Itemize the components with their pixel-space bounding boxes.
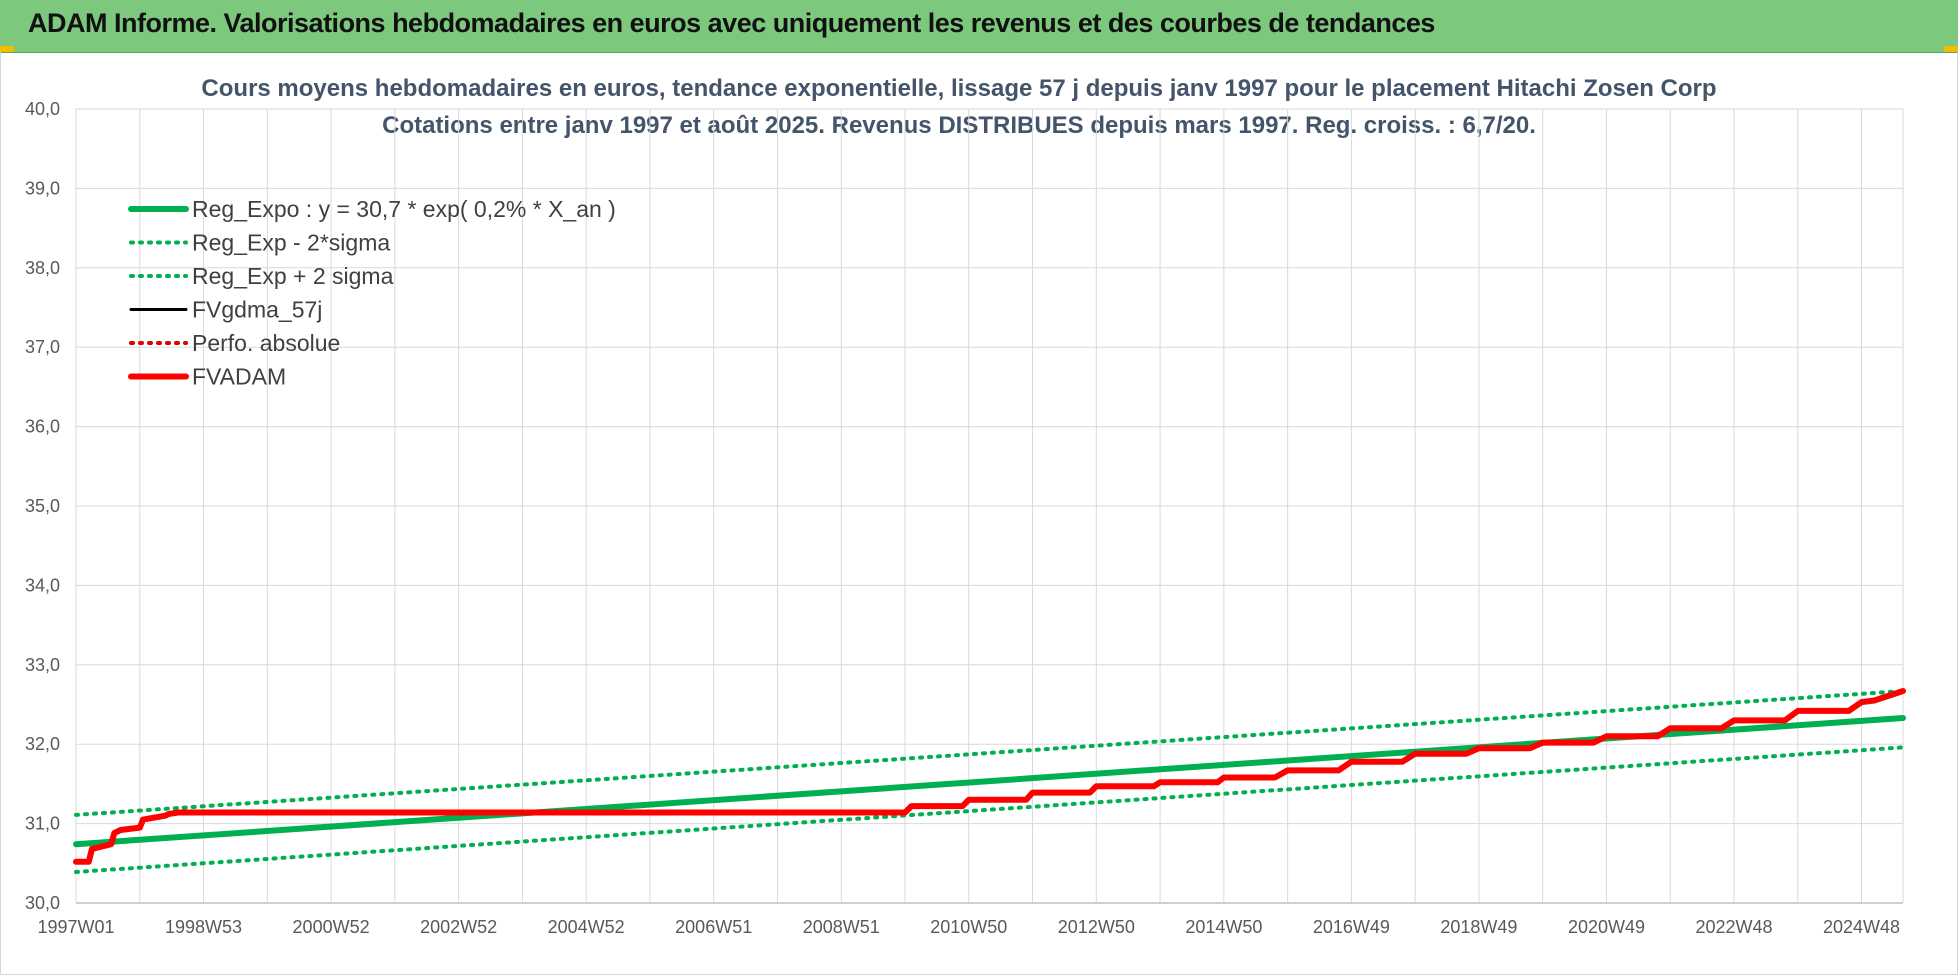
x-tick-label: 2008W51 [803,917,880,937]
x-tick-label: 2010W50 [930,917,1007,937]
x-tick-label: 2020W49 [1568,917,1645,937]
y-tick-label: 33,0 [25,655,60,675]
x-tick-label: 2004W52 [548,917,625,937]
x-tick-label: 2002W52 [420,917,497,937]
x-tick-label: 2018W49 [1440,917,1517,937]
corner-mark-right [1944,46,1958,52]
series-lines [73,688,1906,874]
legend-label: Perfo. absolue [192,330,340,356]
y-tick-label: 39,0 [25,178,60,198]
x-tick-label: 2016W49 [1313,917,1390,937]
series-line-perfo-absolue [74,689,1905,864]
y-tick-label: 40,0 [25,99,60,119]
series-line-fvadam [73,688,1906,865]
y-tick-label: 34,0 [25,575,60,595]
grid [75,108,1904,904]
x-tick-label: 2012W50 [1058,917,1135,937]
series-line-reg-exp-plus-2sigma [74,689,1905,817]
x-tick-label: 2006W51 [675,917,752,937]
y-tick-label: 37,0 [25,337,60,357]
x-tick-label: 2022W48 [1695,917,1772,937]
legend-label: Reg_Expo : y = 30,7 * exp( 0,2% * X_an ) [192,196,616,222]
legend-label: Reg_Exp + 2 sigma [192,263,394,289]
axes: 30,0 31,0 32,0 33,0 34,0 35,0 36,0 37,0 38,0 39,0… [25,99,1903,937]
x-tick-label: 2014W50 [1185,917,1262,937]
series-line-reg-exp-minus-2sigma [74,745,1905,874]
x-tick-label: 1998W53 [165,917,242,937]
legend-label: FVADAM [192,364,286,390]
x-tick-label: 2024W48 [1823,917,1900,937]
chart: Cours moyens hebdomadaires en euros, ten… [25,75,1906,937]
report-banner: ADAM Informe. Valorisations hebdomadaire… [0,0,1958,53]
legend: Reg_Expo : y = 30,7 * exp( 0,2% * X_an )… [128,196,616,390]
chart-title-line-2: Cotations entre janv 1997 et août 2025. … [382,112,1536,139]
y-tick-label: 30,0 [25,893,60,913]
y-tick-label: 32,0 [25,734,60,754]
report-title: ADAM Informe. Valorisations hebdomadaire… [28,8,1435,38]
y-tick-label: 31,0 [25,814,60,834]
y-tick-label: 35,0 [25,496,60,516]
legend-label: Reg_Exp - 2*sigma [192,230,390,256]
chart-frame: Cours moyens hebdomadaires en euros, ten… [0,52,1958,975]
y-tick-label: 38,0 [25,258,60,278]
legend-label: FVgdma_57j [192,297,322,323]
x-tick-label: 1997W01 [37,917,114,937]
x-tick-label: 2000W52 [293,917,370,937]
series-line-fvgdma-57j [74,689,1905,864]
y-tick-label: 36,0 [25,417,60,437]
chart-title-line-1: Cours moyens hebdomadaires en euros, ten… [201,75,1716,102]
corner-mark-left [0,46,14,52]
